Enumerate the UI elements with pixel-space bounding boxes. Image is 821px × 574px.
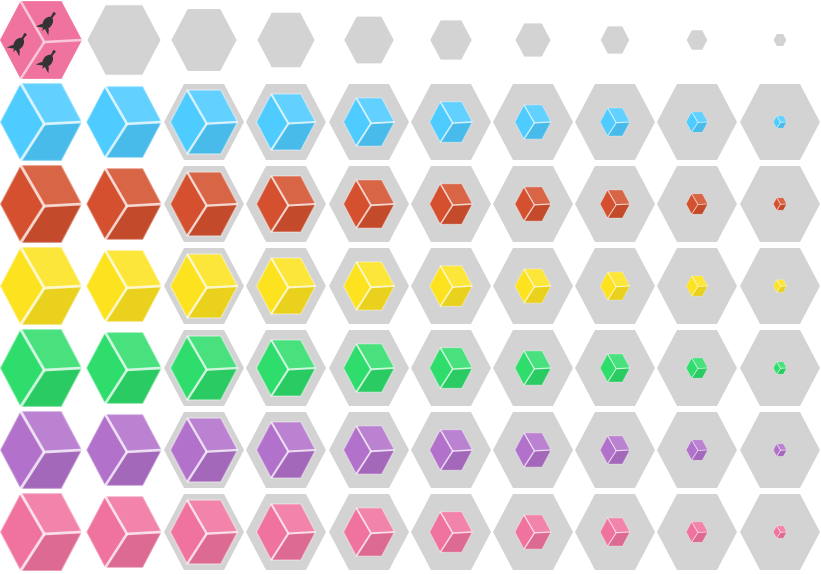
green-gem-tile [657, 330, 737, 406]
grey-placeholder-tile [515, 23, 551, 57]
bomb-tile [0, 0, 83, 80]
purple-gem-tile [740, 412, 820, 488]
pink-gem-tile [164, 494, 244, 570]
red-gem-tile [740, 166, 820, 242]
pink-gem-tile [85, 495, 163, 569]
grey-placeholder-tile [773, 34, 787, 46]
red-gem-tile [575, 166, 655, 242]
pink-gem-tile [575, 494, 655, 570]
red-gem-tile [411, 166, 491, 242]
green-gem-row [0, 328, 820, 408]
purple-gem-tile [411, 412, 491, 488]
blue-gem-tile [575, 84, 655, 160]
grey-placeholder-tile [686, 30, 708, 50]
bomb-icon [35, 12, 56, 36]
red-gem-tile [657, 166, 737, 242]
blue-gem-tile [657, 84, 737, 160]
purple-gem-tile [164, 412, 244, 488]
pink-gem-tile [246, 494, 326, 570]
pink-gem-tile [411, 494, 491, 570]
grey-placeholder-tile [344, 16, 394, 64]
green-gem-tile [85, 331, 163, 405]
yellow-gem-tile [411, 248, 491, 324]
bomb-icon [35, 50, 56, 74]
pink-gem-tile [0, 492, 84, 573]
blue-gem-row [0, 82, 820, 162]
green-gem-tile [246, 330, 326, 406]
yellow-gem-tile [246, 248, 326, 324]
red-gem-row [0, 164, 820, 244]
green-gem-tile [329, 330, 409, 406]
green-gem-tile [493, 330, 573, 406]
purple-gem-tile [493, 412, 573, 488]
blue-gem-tile [411, 84, 491, 160]
yellow-gem-row [0, 246, 820, 326]
red-gem-tile [329, 166, 409, 242]
blue-gem-tile [740, 84, 820, 160]
purple-gem-tile [85, 413, 163, 487]
grey-placeholder-tile [257, 12, 315, 68]
grey-placeholder-tile [171, 9, 237, 71]
green-gem-tile [0, 328, 84, 408]
pink-gem-tile [657, 494, 737, 570]
red-gem-tile [0, 164, 84, 244]
bomb-row [0, 0, 787, 80]
red-gem-tile [493, 166, 573, 242]
yellow-gem-tile [85, 249, 163, 323]
purple-gem-tile [329, 412, 409, 488]
grey-placeholder-tile [430, 20, 472, 60]
yellow-gem-tile [740, 248, 820, 324]
red-gem-tile [85, 167, 163, 241]
pink-gem-tile [740, 494, 820, 570]
blue-gem-tile [246, 84, 326, 160]
yellow-gem-tile [657, 248, 737, 324]
yellow-gem-tile [164, 248, 244, 324]
blue-gem-tile [493, 84, 573, 160]
yellow-gem-tile [329, 248, 409, 324]
grey-placeholder-tile [600, 26, 630, 54]
blue-gem-tile [85, 85, 163, 159]
grey-placeholder-tile [87, 5, 161, 75]
purple-gem-tile [575, 412, 655, 488]
blue-gem-tile [164, 84, 244, 160]
green-gem-tile [740, 330, 820, 406]
purple-gem-tile [246, 412, 326, 488]
green-gem-tile [164, 330, 244, 406]
yellow-gem-tile [493, 248, 573, 324]
yellow-gem-tile [575, 248, 655, 324]
green-gem-tile [411, 330, 491, 406]
green-gem-tile [575, 330, 655, 406]
blue-gem-tile [329, 84, 409, 160]
purple-gem-tile [657, 412, 737, 488]
yellow-gem-tile [0, 246, 84, 326]
blue-gem-tile [0, 82, 84, 162]
red-gem-tile [164, 166, 244, 242]
pink-gem-row [0, 492, 820, 573]
purple-gem-tile [0, 410, 84, 490]
pink-gem-tile [493, 494, 573, 570]
red-gem-tile [246, 166, 326, 242]
purple-gem-row [0, 410, 820, 490]
pink-gem-tile [329, 494, 409, 570]
bomb-icon [6, 33, 27, 57]
